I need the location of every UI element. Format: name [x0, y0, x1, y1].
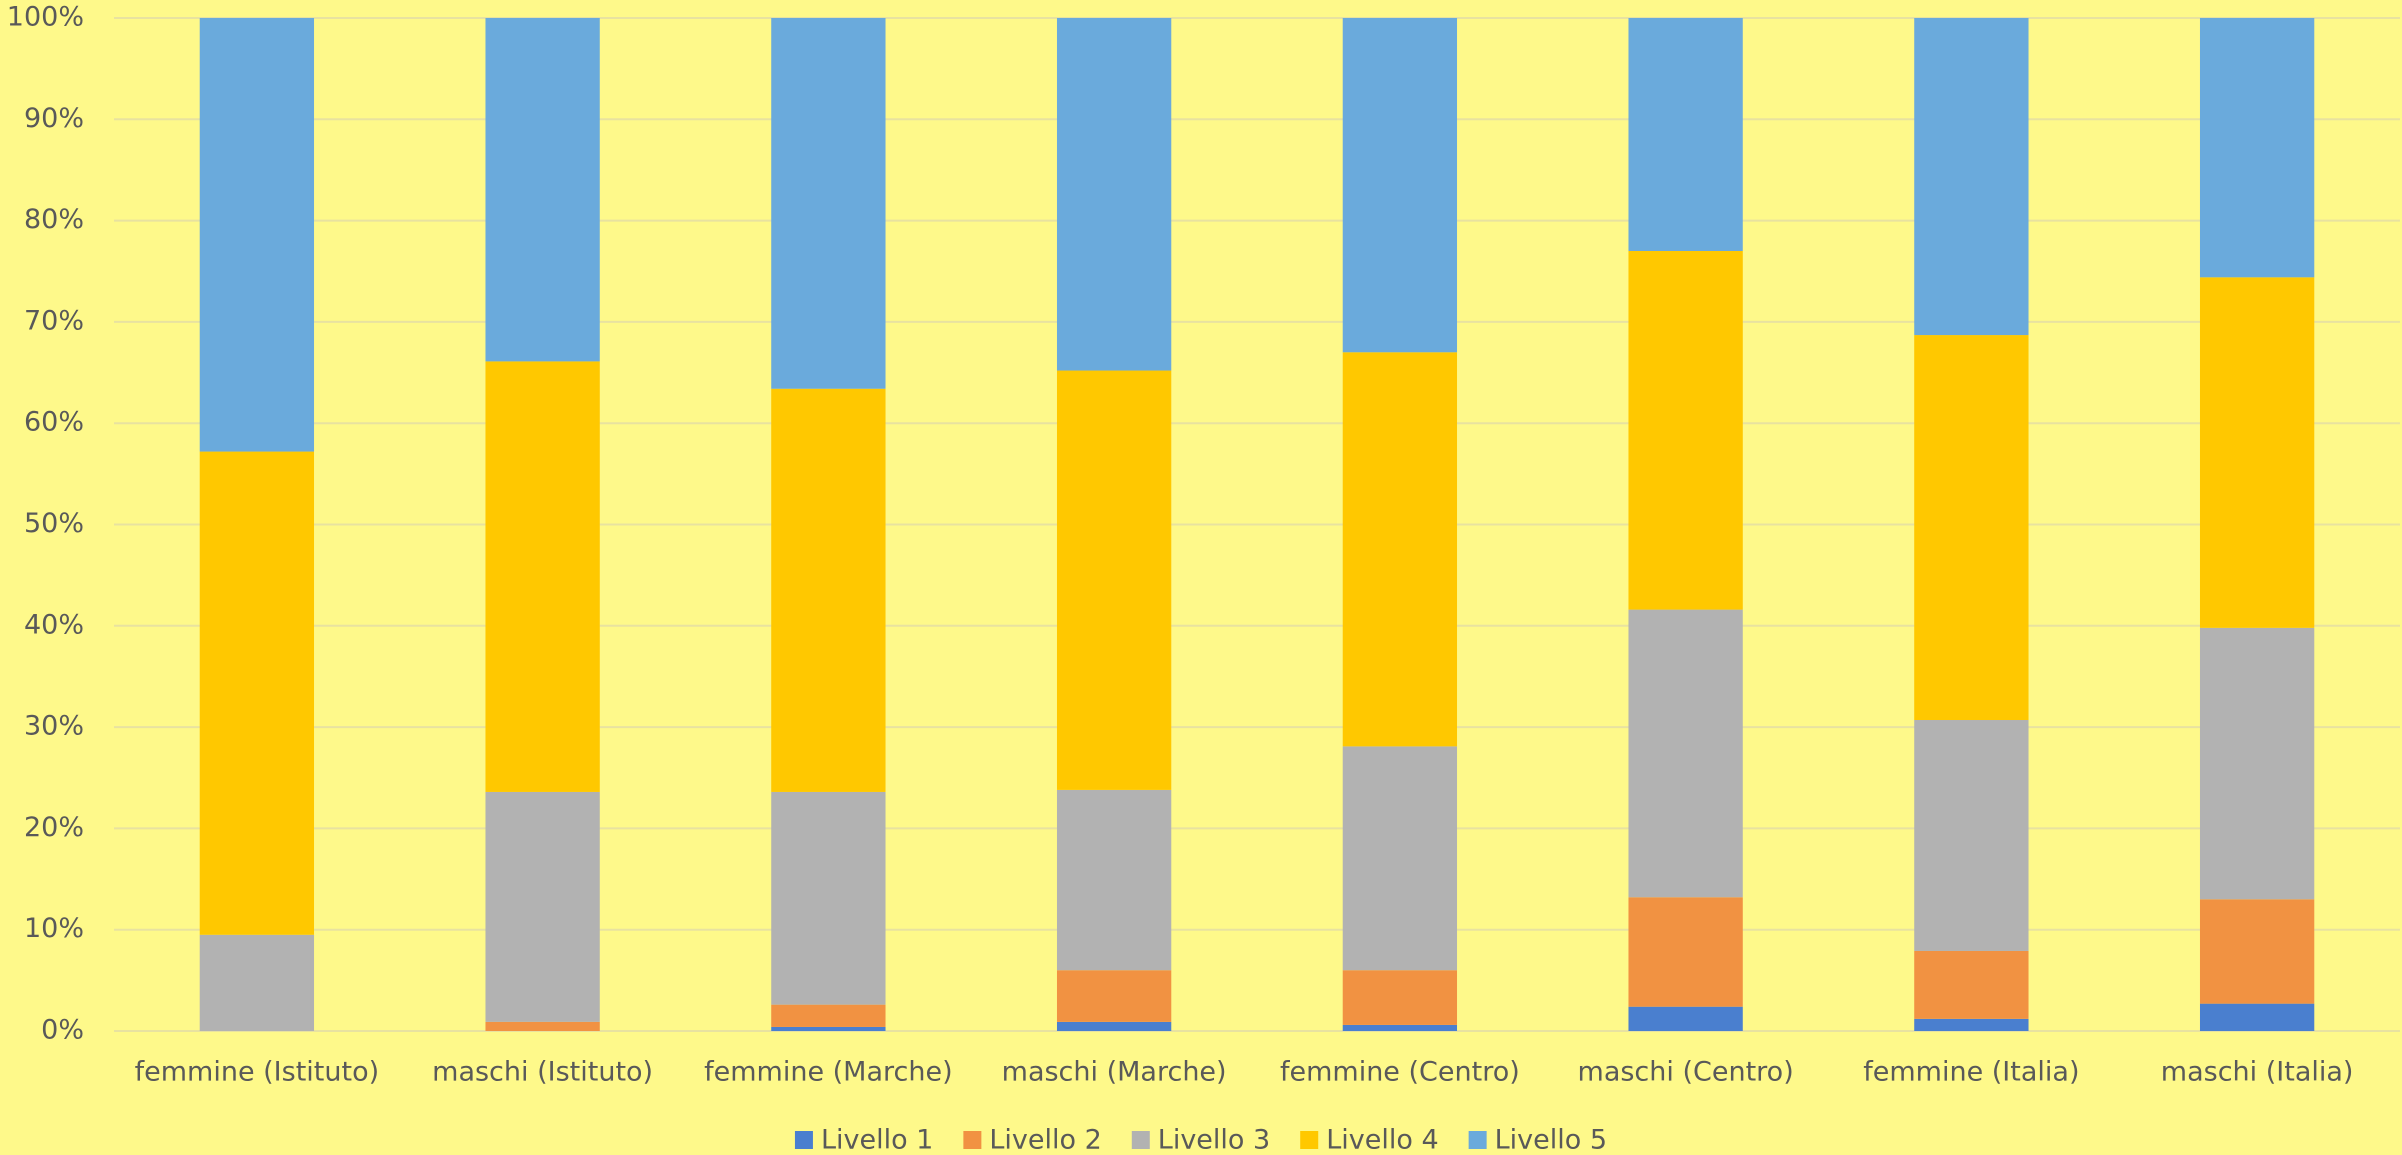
bar-segment: [199, 451, 315, 935]
bar-segment: [2199, 18, 2315, 278]
x-tick-label: maschi (Istituto): [432, 1057, 653, 1088]
bar-segment: [1628, 609, 1743, 898]
x-tick-label: maschi (Italia): [2161, 1057, 2354, 1088]
bar-segment: [771, 388, 886, 792]
bar-segment: [1342, 1024, 1458, 1031]
x-tick-label: femmine (Centro): [1280, 1057, 1520, 1088]
bar-segment: [1628, 250, 1743, 610]
bar-segment: [485, 791, 600, 1022]
y-tick-label: 50%: [24, 508, 84, 539]
y-tick-label: 80%: [24, 204, 84, 235]
bar-segment: [485, 361, 600, 792]
x-tick-label: maschi (Centro): [1578, 1057, 1794, 1088]
bar-segment: [771, 18, 886, 389]
bar-segment: [2199, 627, 2315, 900]
bar-segment: [1628, 1006, 1743, 1031]
bar-segment: [485, 18, 600, 362]
bar-segment: [2199, 899, 2315, 1004]
legend-label: Livello 4: [1326, 1125, 1438, 1155]
y-tick-label: 30%: [24, 711, 84, 742]
y-tick-label: 70%: [24, 305, 84, 336]
y-tick-label: 40%: [24, 609, 84, 640]
bar-segment: [2199, 277, 2315, 628]
y-tick-label: 20%: [24, 812, 84, 843]
x-tick-label: maschi (Marche): [1002, 1057, 1227, 1088]
bar-segment: [1056, 370, 1172, 790]
bar-segment: [1056, 1021, 1172, 1031]
bar-segment: [1342, 746, 1458, 971]
y-tick-label: 10%: [24, 913, 84, 944]
y-tick-label: 60%: [24, 407, 84, 438]
bar-segment: [1628, 18, 1743, 251]
legend-swatch: [1300, 1131, 1319, 1149]
bar-segment: [771, 791, 886, 1005]
legend-swatch: [963, 1131, 982, 1149]
bar-segment: [1914, 335, 2029, 721]
legend-swatch: [1468, 1131, 1487, 1149]
bar-segment: [1628, 897, 1743, 1007]
bar-segment: [771, 1004, 886, 1027]
x-tick-label: femmine (Marche): [704, 1057, 953, 1088]
x-tick-label: femmine (Italia): [1863, 1057, 2079, 1088]
bar-segment: [1056, 789, 1172, 971]
x-tick-label: femmine (Istituto): [135, 1057, 380, 1088]
legend-swatch: [1131, 1131, 1150, 1149]
legend-label: Livello 3: [1158, 1125, 1270, 1155]
bar-segment: [1914, 720, 2029, 951]
bar-segment: [199, 18, 315, 452]
bar-segment: [771, 1026, 886, 1031]
bar-segment: [1056, 970, 1172, 1022]
bar-segment: [1056, 18, 1172, 371]
bar-segment: [1914, 1018, 2029, 1031]
legend-label: Livello 2: [989, 1125, 1101, 1155]
legend-label: Livello 5: [1495, 1125, 1607, 1155]
bar-segment: [1342, 970, 1458, 1025]
bar-segment: [1342, 352, 1458, 747]
y-tick-label: 100%: [7, 2, 84, 33]
bar-segment: [2199, 1003, 2315, 1031]
bar-segment: [1914, 950, 2029, 1019]
bar-segment: [485, 1021, 600, 1031]
legend-swatch: [794, 1131, 813, 1149]
bar-segment: [199, 934, 315, 1031]
y-tick-label: 90%: [24, 103, 84, 134]
bar-segment: [1342, 18, 1458, 353]
y-tick-label: 0%: [41, 1015, 84, 1046]
legend-label: Livello 1: [821, 1125, 933, 1155]
bar-segment: [1914, 18, 2029, 336]
